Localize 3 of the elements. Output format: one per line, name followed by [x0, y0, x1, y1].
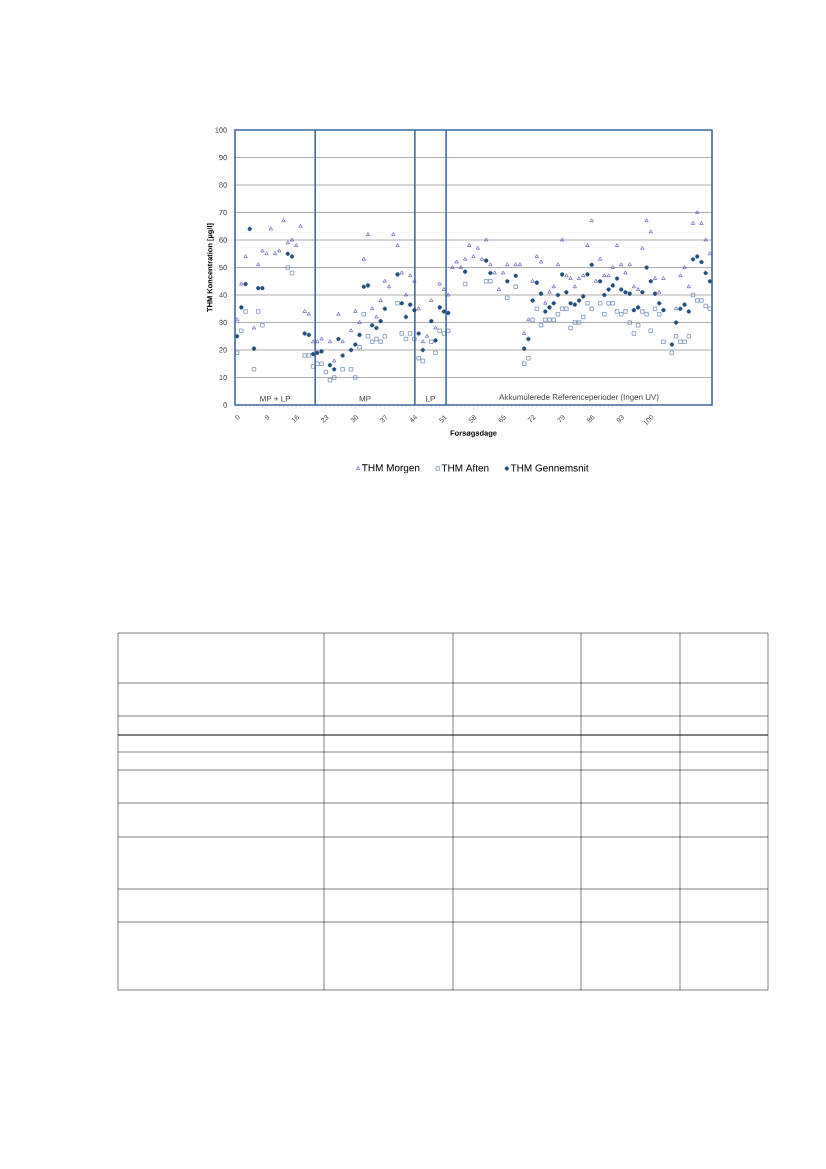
legend-label: THM Aften: [441, 464, 489, 472]
legend-label: THM Gennemsnit: [510, 464, 589, 472]
legend-label: THM Morgen: [362, 464, 420, 474]
